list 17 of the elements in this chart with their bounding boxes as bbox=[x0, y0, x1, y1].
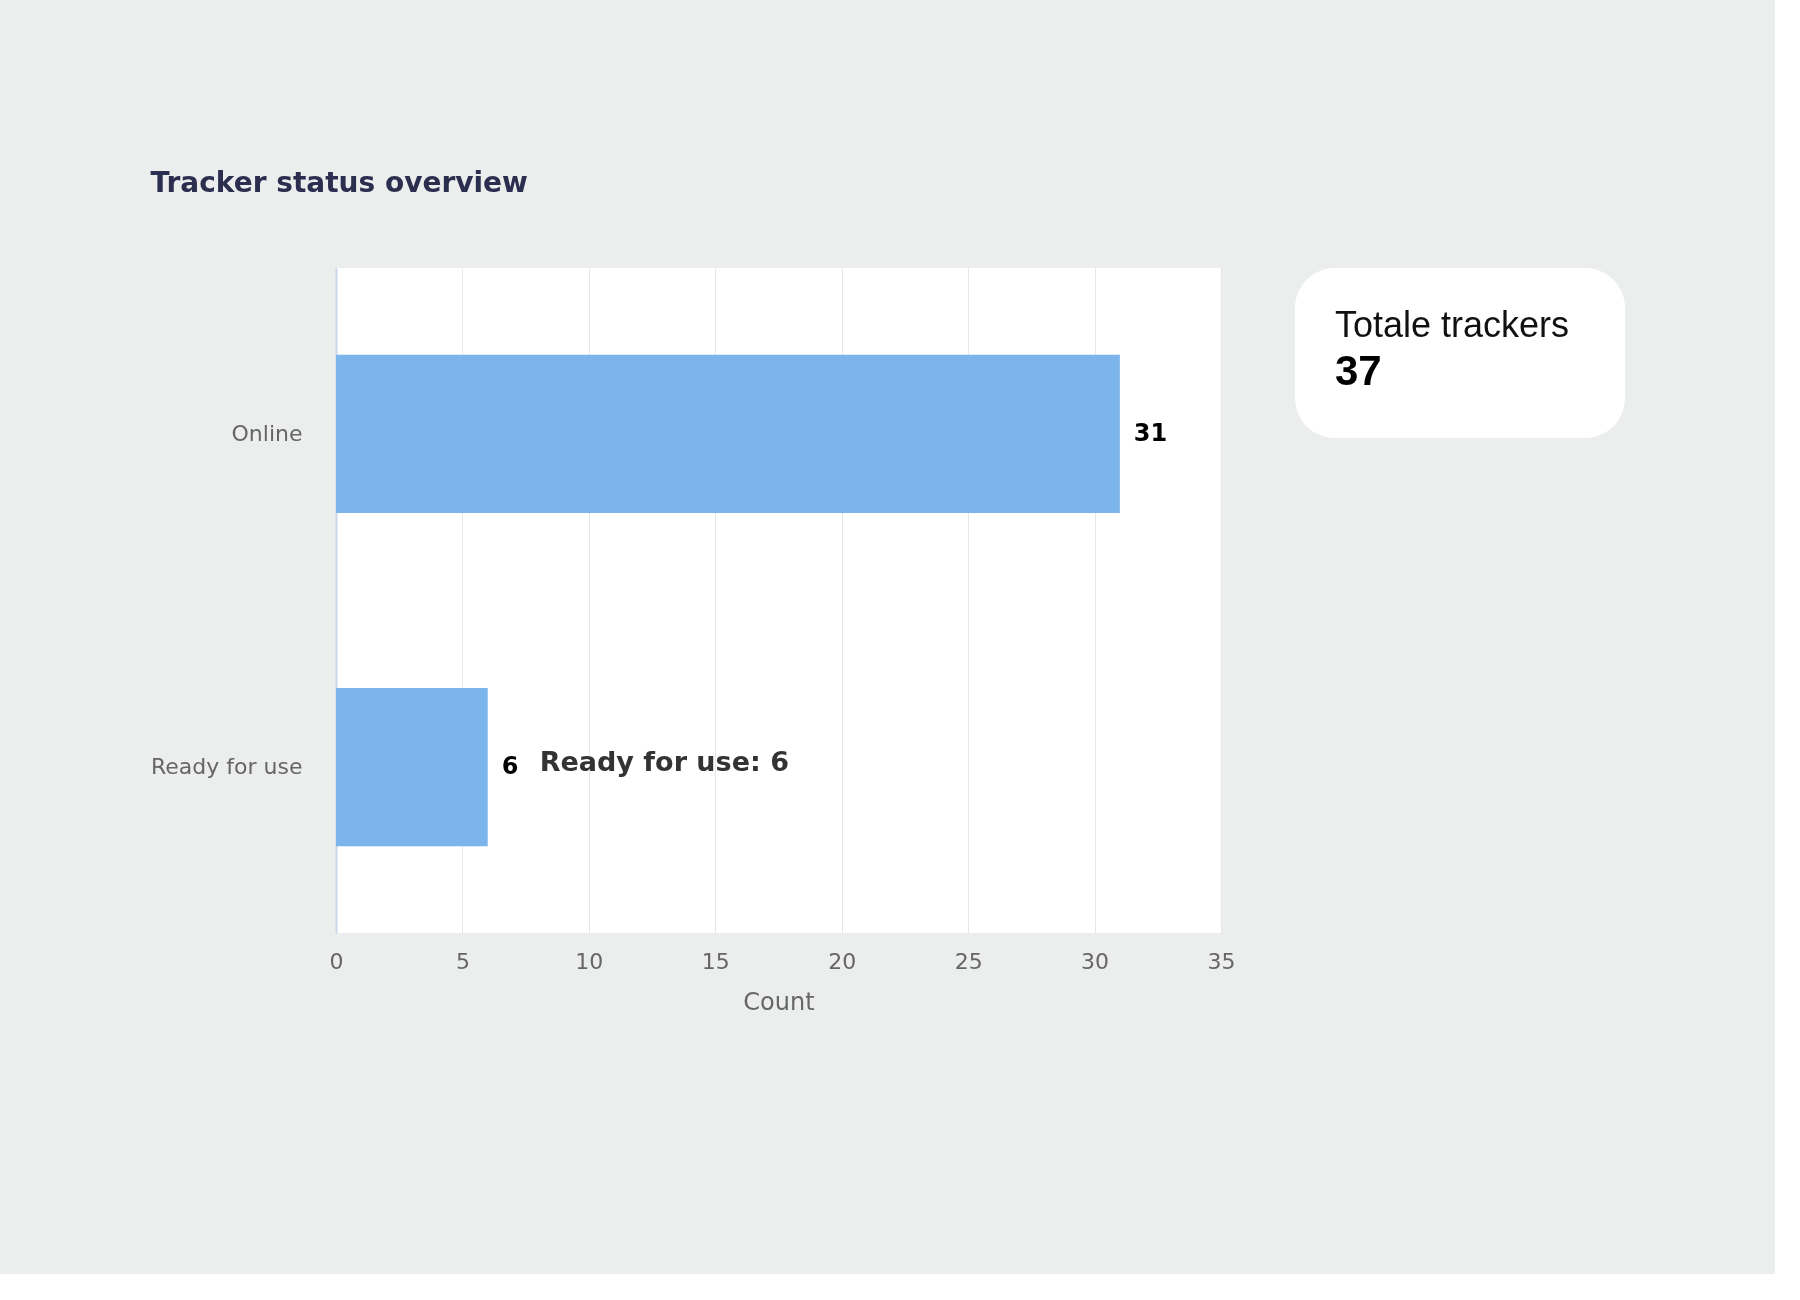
x-axis-title: Count bbox=[743, 987, 815, 1016]
x-tick-label: 10 bbox=[575, 948, 604, 974]
y-tick-label: Online bbox=[231, 420, 303, 446]
data-label: 31 bbox=[1133, 418, 1168, 447]
x-tick-label: 0 bbox=[329, 948, 344, 974]
x-tick-label: 25 bbox=[954, 948, 983, 974]
x-tick-label: 5 bbox=[455, 948, 470, 974]
text: Totale trackers bbox=[1335, 304, 1570, 345]
text: 37 bbox=[1335, 347, 1382, 394]
x-tick-label: 30 bbox=[1081, 948, 1110, 974]
y-tick-label: Ready for use bbox=[151, 754, 303, 780]
x-tick-label: 35 bbox=[1207, 948, 1236, 974]
x-tick-label: 20 bbox=[828, 948, 857, 974]
x-tick-label: 15 bbox=[701, 948, 730, 974]
data-label: 6 bbox=[501, 752, 519, 781]
chart-title: Tracker status overview bbox=[150, 166, 528, 199]
annotation: Ready for use: 6 bbox=[539, 746, 789, 778]
